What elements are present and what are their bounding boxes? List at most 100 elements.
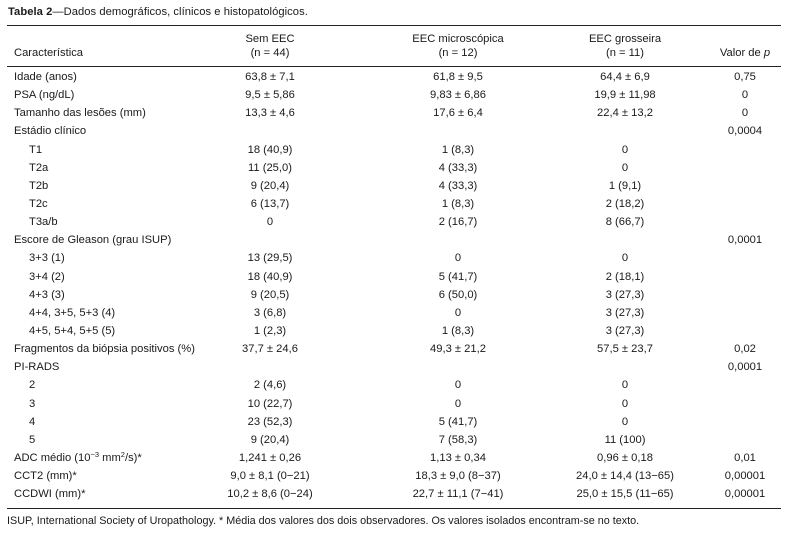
table-row: CCT2 (mm)* 9,0 ± 8,1 (0−21) 18,3 ± 9,0 (8−… <box>0 468 789 486</box>
value-eec-microscopica: 1 (8,3) <box>441 324 475 337</box>
row-label: 4+5, 5+4, 5+5 (5) <box>29 324 116 337</box>
value-sem-eec: 1,241 ± 0,26 <box>238 451 302 464</box>
row-label: Escore de Gleason (grau ISUP) <box>14 234 172 247</box>
top-rule <box>7 25 781 26</box>
row-label: 4+4, 3+5, 5+3 (4) <box>29 306 116 319</box>
value-eec-grosseira: 0 <box>621 143 629 156</box>
value-eec-microscopica: 2 (16,7) <box>438 216 478 229</box>
table-row: T2b 9 (20,4) 4 (33,3) 1 (9,1) <box>0 178 789 196</box>
header-eec-microscopica: EEC microscópica (n = 12) <box>402 32 514 60</box>
value-sem-eec: 3 (6,8) <box>253 306 287 319</box>
value-eec-grosseira: 2 (18,1) <box>605 270 645 283</box>
value-sem-eec: 9 (20,4) <box>250 433 290 446</box>
value-eec-microscopica: 61,8 ± 9,5 <box>433 71 483 83</box>
row-label: CCDWI (mm)* <box>14 488 86 501</box>
row-label: Estádio clínico <box>14 125 87 138</box>
value-p: 0,0001 <box>727 234 763 247</box>
value-p: 0,01 <box>734 451 756 464</box>
value-eec-microscopica: 0 <box>454 252 462 265</box>
value-p: 0 <box>741 89 749 102</box>
value-eec-grosseira: 64,4 ± 6,9 <box>600 71 650 83</box>
value-eec-grosseira: 8 (66,7) <box>605 216 645 229</box>
value-eec-microscopica: 17,6 ± 6,4 <box>433 107 483 120</box>
header-sem-eec-title: Sem EEC <box>245 33 295 45</box>
value-p: 0 <box>741 107 749 120</box>
row-label-part: /s)* <box>124 451 142 464</box>
value-sem-eec: 37,7 ± 24,6 <box>242 343 298 356</box>
row-label-part: mm <box>99 451 121 464</box>
table-row: 4 23 (52,3) 5 (41,7) 0 <box>0 414 789 432</box>
row-label: 4+3 (3) <box>29 288 65 301</box>
value-sem-eec: 9 (20,5) <box>250 288 290 301</box>
table-row: T1 18 (40,9) 1 (8,3) 0 <box>0 142 789 160</box>
row-label: Tamanho das lesões (mm) <box>14 107 146 120</box>
value-sem-eec: 9 (20,4) <box>250 179 290 192</box>
row-label: Idade (anos) <box>14 71 77 83</box>
value-eec-microscopica: 5 (41,7) <box>438 415 478 428</box>
table-row: 3+4 (2) 18 (40,9) 5 (41,7) 2 (18,1) <box>0 269 789 287</box>
value-sem-eec: 63,8 ± 7,1 <box>245 71 295 83</box>
table-row: 3+3 (1) 13 (29,5) 0 0 <box>0 250 789 268</box>
value-eec-grosseira: 3 (27,3) <box>605 324 645 337</box>
row-label: 3 <box>29 397 36 410</box>
table-row: 3 10 (22,7) 0 0 <box>0 396 789 414</box>
value-p: 0,0001 <box>727 361 763 374</box>
row-label: ADC médio (10−3 mm2/s)* <box>14 449 142 464</box>
value-eec-microscopica: 49,3 ± 21,2 <box>430 343 486 356</box>
value-eec-grosseira: 0 <box>621 397 629 410</box>
row-label-part: 2 <box>120 449 125 459</box>
row-label: PI-RADS <box>14 361 60 374</box>
value-sem-eec: 6 (13,7) <box>250 197 290 210</box>
row-label: 4 <box>29 415 36 428</box>
row-label: Fragmentos da biópsia positivos (%) <box>14 343 195 356</box>
value-eec-microscopica: 7 (58,3) <box>438 433 478 446</box>
header-eec-microscopica-title: EEC microscópica <box>412 33 504 45</box>
row-label: 2 <box>29 379 36 392</box>
value-eec-grosseira: 0 <box>621 379 629 392</box>
table-row: Tamanho das lesões (mm) 13,3 ± 4,6 17,6 ± … <box>0 105 789 123</box>
row-label-part: −3 <box>90 449 100 459</box>
table-row: ADC médio (10−3 mm2/s)* 1,241 ± 0,26 1,13 … <box>0 450 789 468</box>
value-eec-microscopica: 1 (8,3) <box>441 143 475 156</box>
value-sem-eec: 9,0 ± 8,1 (0−21) <box>230 470 310 483</box>
header-eec-grosseira-title: EEC grosseira <box>588 33 662 45</box>
value-eec-grosseira: 24,0 ± 14,4 (13−65) <box>576 470 674 483</box>
table-row: Escore de Gleason (grau ISUP) 0,0001 <box>0 232 789 250</box>
value-sem-eec: 10 (22,7) <box>247 397 293 410</box>
header-rule <box>7 66 781 67</box>
value-eec-grosseira: 1 (9,1) <box>608 179 642 192</box>
header-characteristic: Característica <box>14 47 84 59</box>
value-sem-eec: 0 <box>266 216 274 229</box>
value-eec-microscopica: 0 <box>454 379 462 392</box>
table-caption: Tabela 2—Dados demográficos, clínicos e … <box>8 6 308 18</box>
value-eec-microscopica: 1 (8,3) <box>441 197 475 210</box>
header-p-symbol: p <box>763 47 771 59</box>
table-row: 2 2 (4,6) 0 0 <box>0 377 789 395</box>
table-row: Idade (anos) 63,8 ± 7,1 61,8 ± 9,5 64,4 ± 6… <box>0 69 789 87</box>
row-label: 3+3 (1) <box>29 252 65 265</box>
row-label: T2a <box>29 161 49 174</box>
table-row: CCDWI (mm)* 10,2 ± 8,6 (0−24) 22,7 ± 11,1 … <box>0 486 789 504</box>
table-row: 4+3 (3) 9 (20,5) 6 (50,0) 3 (27,3) <box>0 287 789 305</box>
value-p: 0,00001 <box>724 488 766 501</box>
value-sem-eec: 9,5 ± 5,86 <box>245 89 295 102</box>
value-eec-grosseira: 0,96 ± 0,18 <box>597 451 653 464</box>
value-sem-eec: 18 (40,9) <box>247 143 293 156</box>
row-label: 3+4 (2) <box>29 270 65 283</box>
table-row: Fragmentos da biópsia positivos (%) 37,7 … <box>0 341 789 359</box>
value-eec-grosseira: 11 (100) <box>604 433 646 446</box>
value-p: 0,0004 <box>727 125 763 138</box>
header-p-value-prefix: Valor de <box>719 47 764 59</box>
table-number: Tabela 2 <box>8 6 53 18</box>
value-eec-grosseira: 0 <box>621 415 629 428</box>
value-eec-microscopica: 1,13 ± 0,34 <box>430 451 486 464</box>
value-eec-grosseira: 3 (27,3) <box>605 288 645 301</box>
value-sem-eec: 13 (29,5) <box>247 252 293 265</box>
row-label: CCT2 (mm)* <box>14 470 77 483</box>
value-eec-microscopica: 4 (33,3) <box>438 161 478 174</box>
value-eec-grosseira: 22,4 ± 13,2 <box>597 107 653 120</box>
header-sem-eec: Sem EEC (n = 44) <box>215 32 325 60</box>
bottom-rule <box>7 508 781 509</box>
row-label: PSA (ng/dL) <box>14 89 75 102</box>
row-label-part: ADC médio (10 <box>14 451 91 464</box>
